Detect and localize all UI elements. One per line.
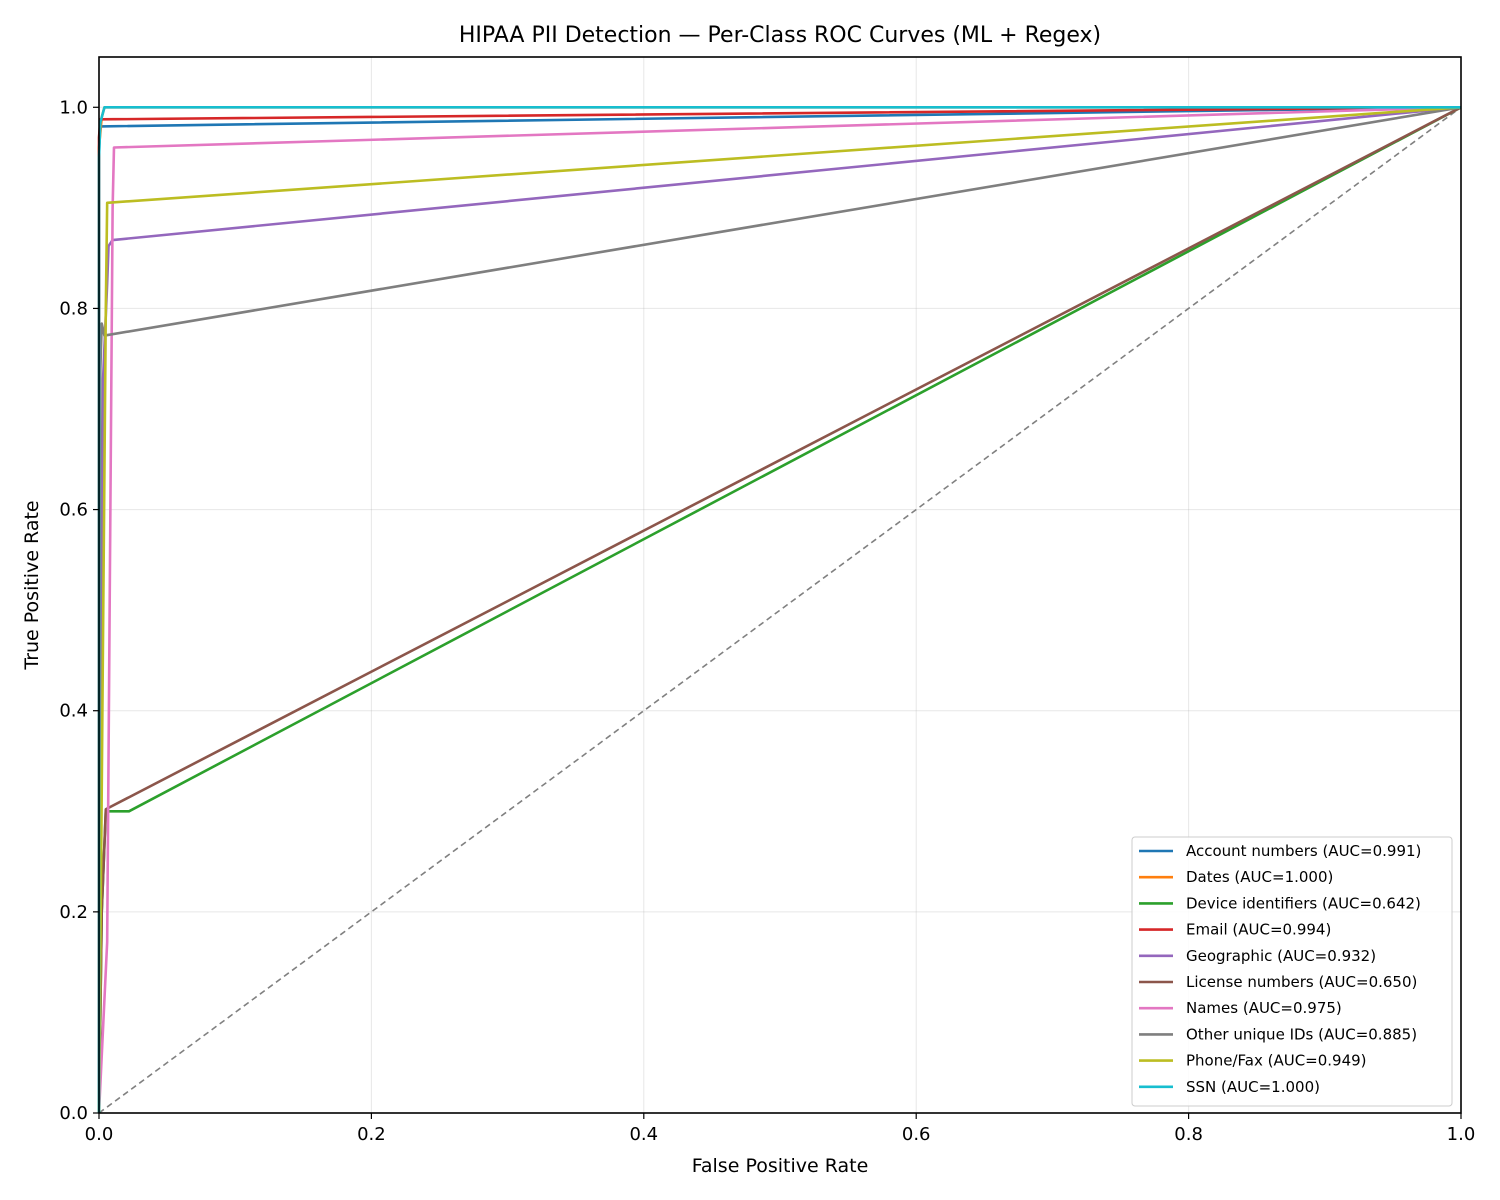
- chart-title: HIPAA PII Detection — Per-Class ROC Curv…: [459, 23, 1101, 48]
- series-lines: [97, 105, 1462, 1114]
- y-axis-label: True Positive Rate: [21, 500, 43, 670]
- legend-label: Device identifiers (AUC=0.642): [1186, 894, 1421, 912]
- reference-diagonal: [98, 106, 1462, 1114]
- x-tick-label: 0.0: [85, 1124, 114, 1145]
- chance-line: [98, 106, 1462, 1114]
- x-tick-label: 0.8: [1174, 1124, 1203, 1145]
- y-axis-ticks: 0.0 0.2 0.4 0.6 0.8 1.0: [59, 97, 99, 1124]
- series-line-phone-fax: [97, 105, 1462, 1114]
- legend-label: Geographic (AUC=0.932): [1186, 947, 1376, 965]
- series-line-names: [97, 105, 1462, 1114]
- legend-label: Names (AUC=0.975): [1186, 999, 1342, 1017]
- x-tick-label: 0.4: [629, 1124, 658, 1145]
- legend-label: License numbers (AUC=0.650): [1186, 973, 1417, 991]
- plot-frame: [98, 56, 1462, 1114]
- legend: Account numbers (AUC=0.991) Dates (AUC=1.…: [1131, 836, 1453, 1107]
- x-tick-label: 1.0: [1447, 1124, 1476, 1145]
- y-tick-label: 0.8: [59, 298, 88, 319]
- legend-label: Other unique IDs (AUC=0.885): [1186, 1025, 1417, 1043]
- y-tick-label: 0.0: [59, 1103, 88, 1124]
- y-tick-label: 0.4: [59, 701, 88, 722]
- x-axis-label: False Positive Rate: [692, 1155, 869, 1177]
- x-tick-label: 0.2: [357, 1124, 386, 1145]
- legend-label: Phone/Fax (AUC=0.949): [1186, 1052, 1367, 1070]
- x-axis-ticks: 0.0 0.2 0.4 0.6 0.8 1.0: [85, 1113, 1476, 1145]
- legend-label: Account numbers (AUC=0.991): [1186, 842, 1421, 860]
- y-tick-label: 1.0: [59, 97, 88, 118]
- grid: [98, 57, 1462, 1114]
- legend-label: Dates (AUC=1.000): [1186, 868, 1333, 886]
- y-tick-label: 0.2: [59, 902, 88, 923]
- legend-label: SSN (AUC=1.000): [1186, 1078, 1320, 1096]
- series-line-geographic: [97, 105, 1462, 1114]
- legend-label: Email (AUC=0.994): [1186, 921, 1331, 939]
- legend-box: [1131, 836, 1453, 1107]
- y-tick-label: 0.6: [59, 500, 88, 521]
- x-tick-label: 0.6: [902, 1124, 931, 1145]
